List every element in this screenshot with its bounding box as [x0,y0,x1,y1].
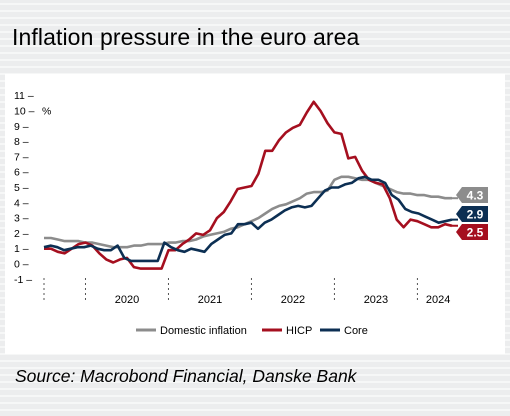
x-axis: 2020 2021 2022 2023 2024 [43,278,450,306]
y-tick-label: 8 – [14,136,29,148]
x-tick-label: 2020 [115,294,139,306]
source-note: Source: Macrobond Financial, Danske Bank [15,366,357,386]
end-label-value: 2.5 [467,226,484,240]
end-label-value: 4.3 [467,189,484,203]
y-tick-label: 3 – [14,213,29,225]
legend-item-domestic-inflation: Domestic inflation [136,325,247,337]
y-tick-label: 6 – [14,167,29,179]
series-line-hicp [44,100,453,270]
legend-label: HICP [286,325,312,337]
y-tick-label: 4 – [14,197,29,209]
y-tick-label: 5 – [14,182,29,194]
end-label-value: 2.9 [467,208,484,222]
end-label-hicp: 2.5 [452,224,488,240]
y-tick-label: 0 – [14,259,29,271]
y-tick-label: 10 – [14,106,35,118]
end-label-badge [456,206,488,222]
y-tick-label: 9 – [14,121,29,133]
legend-label: Domestic inflation [160,325,247,337]
legend-label: Core [344,325,368,337]
y-tick-label: 11 – [14,90,34,102]
legend-item-hicp: HICP [262,325,312,337]
end-label-core: 2.9 [452,206,488,222]
y-tick-label: -1 – [14,274,32,286]
end-value-labels: 4.3 2.5 2.9 [452,187,488,240]
y-axis: -1 – 0 – 1 – 2 – 3 – 4 – 5 – 6 – 7 – 8 – 9 – 10 – % 1… [14,90,51,286]
chart-legend: Domestic inflation HICP Core [136,325,368,337]
y-unit-label: % [42,106,51,118]
end-label-badge [456,224,488,240]
x-tick-label: 2023 [364,294,388,306]
series-line-core [43,175,453,263]
end-label-domestic-inflation: 4.3 [452,187,488,203]
y-tick-label: 2 – [14,228,29,240]
series-lines [43,100,453,270]
x-tick-label: 2021 [198,294,222,306]
x-tick-label: 2024 [426,294,450,306]
legend-item-core: Core [320,325,368,337]
y-tick-label: 1 – [14,243,29,255]
y-tick-label: 7 – [14,151,29,163]
end-label-badge [456,187,488,203]
x-tick-label: 2022 [281,294,305,306]
chart-title: Inflation pressure in the euro area [12,24,360,50]
